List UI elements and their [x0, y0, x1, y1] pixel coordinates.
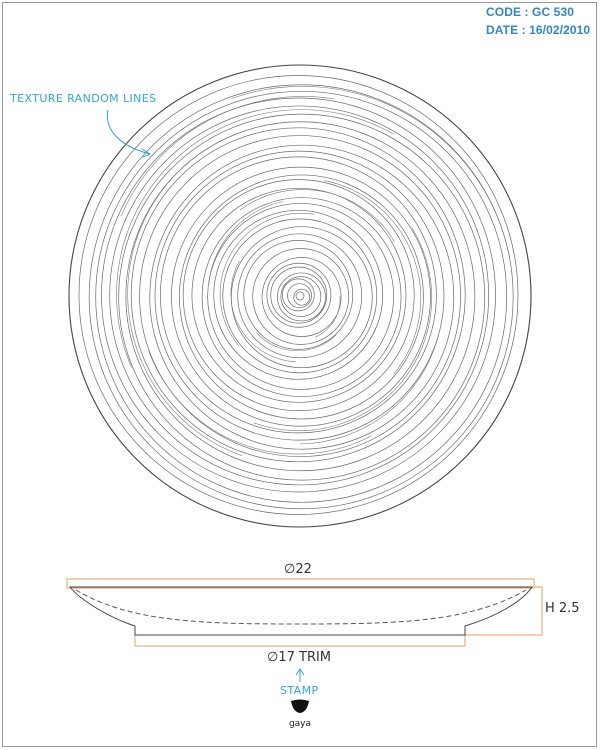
plate-inner-well-line: [75, 589, 527, 625]
arrow-up-icon: [295, 668, 305, 682]
texture-ring: [270, 266, 328, 324]
curved-leader-arrow-icon: [106, 109, 151, 158]
texture-arc: [219, 212, 315, 346]
texture-arc: [239, 189, 395, 242]
drawing-date: DATE : 16/02/2010: [486, 23, 591, 37]
gaya-logo-icon: gaya: [289, 699, 311, 729]
texture-ring: [191, 187, 407, 403]
plate-rim-outline: [68, 64, 532, 528]
texture-ring: [118, 113, 486, 481]
foot-diameter-label: ∅17 TRIM: [267, 650, 332, 665]
outer-diameter-box: [66, 578, 535, 589]
texture-note: TEXTURE RANDOM LINES: [10, 92, 157, 105]
texture-ring: [281, 278, 315, 312]
texture-arc: [253, 228, 433, 432]
texture-ring: [243, 239, 354, 350]
outer-diameter-label: ∅22: [284, 562, 312, 577]
texture-ring: [149, 144, 455, 450]
texture-ring: [277, 272, 326, 322]
texture-ring: [182, 179, 415, 411]
foot-diameter-box: [134, 634, 466, 647]
plate-side-view: [66, 578, 543, 647]
texture-arc: [148, 350, 372, 455]
texture-ring: [160, 156, 437, 434]
texture-ring: [139, 135, 461, 457]
texture-ring: [78, 75, 519, 515]
texture-arc: [120, 96, 335, 217]
texture-arc: [256, 332, 337, 352]
texture-ring: [293, 288, 311, 306]
plate-profile-outline: [68, 586, 533, 636]
texture-ring: [179, 174, 424, 420]
texture-ring: [252, 248, 350, 345]
texture-ring: [261, 257, 342, 337]
texture-arc: [324, 180, 422, 375]
texture-ring: [95, 90, 508, 503]
texture-ring: [125, 121, 476, 472]
texture-ring: [266, 262, 332, 328]
texture-arc: [116, 109, 394, 368]
texture-ring: [88, 84, 514, 510]
texture-arc: [231, 86, 511, 260]
texture-arc: [127, 162, 243, 456]
texture-ring: [154, 150, 445, 441]
texture-ring: [295, 291, 305, 301]
stamp-label: STAMP: [280, 684, 319, 697]
texture-arc: [208, 201, 284, 284]
product-code: CODE : GC 530: [486, 5, 574, 19]
height-dimension-bracket: [465, 586, 543, 636]
texture-ring: [109, 105, 490, 486]
plate-top-view: [68, 64, 532, 528]
texture-rings: [78, 75, 519, 515]
texture-ring: [280, 276, 322, 317]
height-label: H 2.5: [545, 601, 580, 616]
texture-ring: [101, 97, 496, 493]
texture-arc: [314, 295, 341, 338]
texture-ring: [287, 283, 312, 309]
gaya-logo-text: gaya: [289, 719, 311, 729]
texture-ring: [207, 203, 394, 390]
texture-arc: [230, 260, 296, 363]
texture-ring: [130, 127, 466, 463]
texture-arc: [299, 335, 439, 445]
texture-ring: [230, 226, 373, 369]
texture-ring: [222, 218, 378, 374]
texture-ring: [213, 209, 384, 380]
texture-ring: [237, 233, 363, 359]
texture-ring: [171, 166, 431, 427]
texture-ring: [201, 197, 402, 397]
